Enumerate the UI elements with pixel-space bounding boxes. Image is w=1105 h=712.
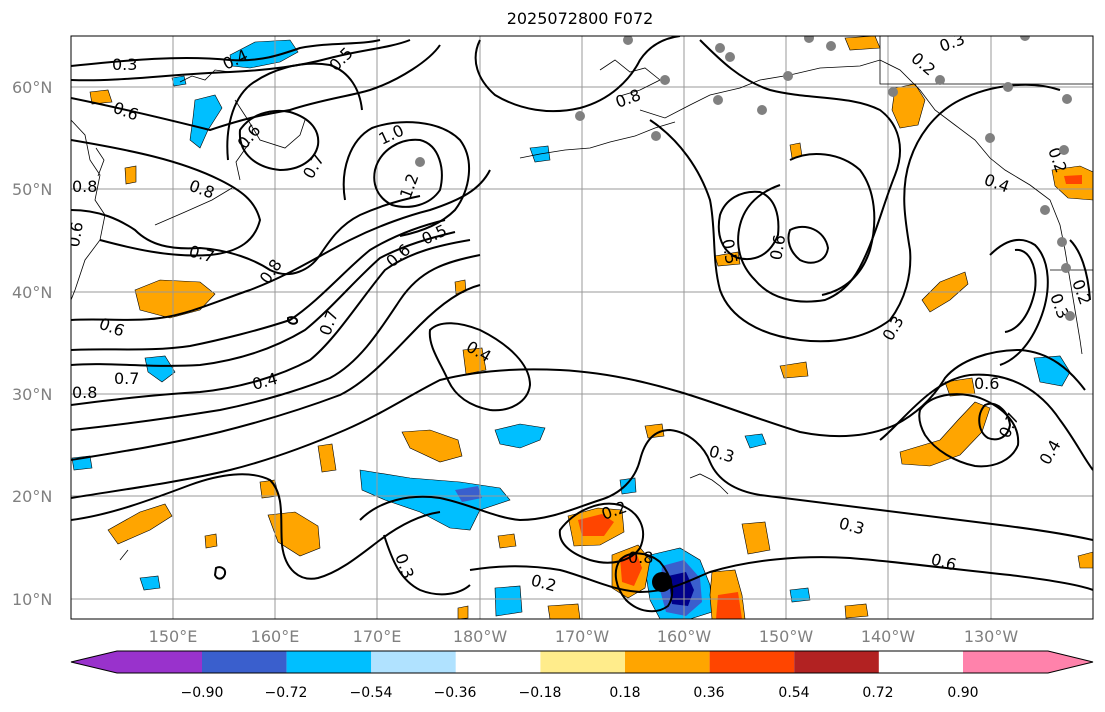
lat-label: 20°N [12,487,52,506]
contour-label: 0.8 [628,548,653,567]
map-area: 0.3 0.4 0.5 0.6 0.6 0.8 0.7 1.0 1.2 0.8 … [64,36,1093,619]
storm-center-marker [652,572,672,592]
colorbar-tick-label: −0.72 [265,685,308,701]
lon-label: 170°W [555,627,610,646]
lon-label: 180°W [453,627,508,646]
contour-lines [71,36,1093,613]
colorbar-tick-label: −0.54 [350,685,393,701]
lon-label: 150°E [149,627,198,646]
lon-label: 160°W [657,627,712,646]
colorbar-tick-label: 0.18 [609,685,640,701]
contour-label: 0.8 [72,177,97,196]
colorbar-segment [71,651,202,673]
lon-label: 160°E [251,627,300,646]
colorbar-tick-labels: −0.90 −0.72 −0.54 −0.36 −0.18 0.18 0.36 … [181,685,979,701]
lon-label: 140°W [861,627,916,646]
colorbar-tick-label: −0.18 [519,685,562,701]
longitude-labels: 150°E 160°E 170°E 180°W 170°W 160°W 150°… [149,627,1019,646]
map-title: 2025072800 F072 [506,9,654,28]
contour-label-group: 0.3 0.4 0.5 0.6 0.6 0.8 0.7 1.0 1.2 0.8 … [64,36,1093,595]
colorbar-tick-label: 0.36 [693,685,724,701]
lat-label: 10°N [12,590,52,609]
contour-label: 0.6 [766,233,789,261]
colorbar-segment [709,651,795,673]
contour-label: 0.7 [114,369,139,388]
colorbar [70,650,1094,674]
graticule [71,36,1093,619]
colorbar-tick-label: 0.54 [778,685,809,701]
colorbar-segment [540,651,625,673]
lon-label: 150°W [759,627,814,646]
lon-label: 170°E [353,627,402,646]
map-frame [70,35,1094,620]
coastlines [71,36,1093,561]
colorbar-segment [794,651,879,673]
latitude-labels: 60°N 50°N 40°N 30°N 20°N 10°N [12,78,52,609]
colorbar-tick-label: 0.90 [947,685,978,701]
colorbar-segment [625,651,710,673]
colorbar-segment [286,651,372,673]
lat-label: 30°N [12,385,52,404]
colorbar-tick-label: 0.72 [862,685,893,701]
colorbar-segment [455,651,541,673]
colorbar-segment [371,651,456,673]
contour-label: 0.6 [64,220,87,248]
colorbar-outline [70,650,1094,674]
contour-label: 0.6 [974,374,999,393]
contour-label: 0.5 [718,237,741,265]
colorbar-segment [202,651,287,673]
lat-label: 50°N [12,180,52,199]
lon-label: 130°W [964,627,1019,646]
contour-label: 0.3 [112,55,137,74]
lat-label: 60°N [12,78,52,97]
station-markers [415,36,1075,321]
colorbar-tick-label: −0.90 [181,685,224,701]
colorbar-tick-label: −0.36 [434,685,477,701]
contour-label: 0.8 [72,383,97,402]
colorbar-extend-high [963,651,1093,673]
lat-label: 40°N [12,283,52,302]
